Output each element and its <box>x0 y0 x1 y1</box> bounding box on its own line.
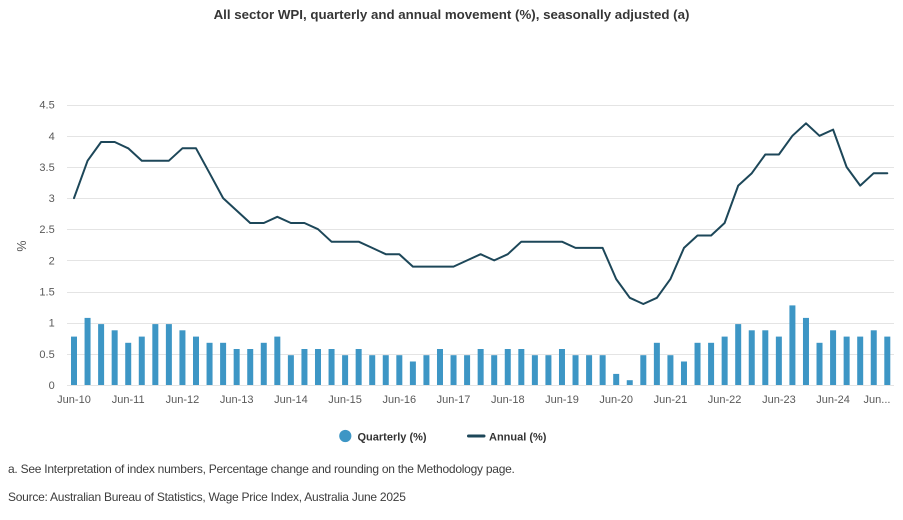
svg-text:4.5: 4.5 <box>39 100 54 112</box>
svg-text:1.5: 1.5 <box>39 287 54 299</box>
svg-text:Jun-18: Jun-18 <box>491 394 525 406</box>
svg-text:1: 1 <box>49 318 55 330</box>
svg-text:2.5: 2.5 <box>39 224 54 236</box>
svg-text:2: 2 <box>49 255 55 267</box>
svg-text:Jun-16: Jun-16 <box>382 394 416 406</box>
svg-text:0: 0 <box>49 380 55 392</box>
svg-text:4: 4 <box>49 131 55 143</box>
svg-text:3: 3 <box>49 193 55 205</box>
svg-text:%: % <box>15 240 29 251</box>
svg-text:0.5: 0.5 <box>39 349 54 361</box>
svg-text:3.5: 3.5 <box>39 162 54 174</box>
svg-text:Jun-11: Jun-11 <box>112 394 145 406</box>
svg-text:Annual (%): Annual (%) <box>489 432 547 444</box>
svg-text:Quarterly (%): Quarterly (%) <box>358 432 427 444</box>
svg-text:Jun-20: Jun-20 <box>599 394 633 406</box>
svg-text:Jun-12: Jun-12 <box>166 394 200 406</box>
svg-text:Jun-17: Jun-17 <box>437 394 471 406</box>
svg-text:Jun-23: Jun-23 <box>762 394 796 406</box>
svg-text:Jun-22: Jun-22 <box>708 394 742 406</box>
svg-text:Jun-19: Jun-19 <box>545 394 579 406</box>
svg-text:Jun-14: Jun-14 <box>274 394 308 406</box>
svg-text:Jun-15: Jun-15 <box>328 394 362 406</box>
svg-text:Jun-21: Jun-21 <box>654 394 688 406</box>
svg-text:Jun-13: Jun-13 <box>220 394 254 406</box>
svg-text:Jun-24: Jun-24 <box>816 394 850 406</box>
svg-text:Jun...: Jun... <box>864 394 891 406</box>
svg-text:Jun-10: Jun-10 <box>57 394 91 406</box>
